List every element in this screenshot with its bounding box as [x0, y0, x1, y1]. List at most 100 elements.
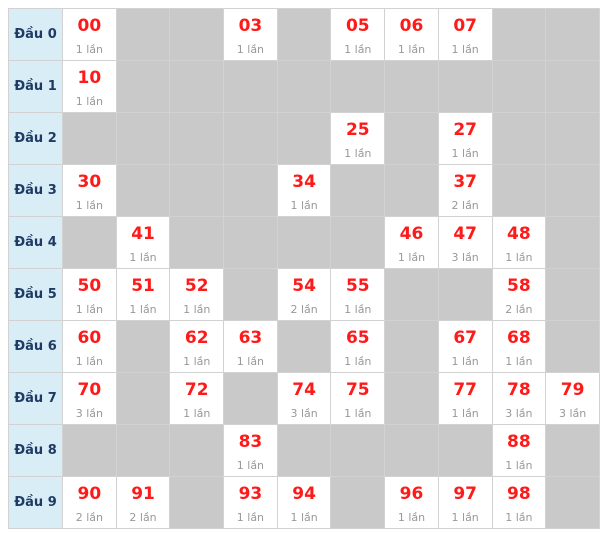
- table-row: Đầu 1 10 1 lần: [8, 60, 600, 113]
- empty-cell: [223, 164, 278, 217]
- number-cell-93: 93 1 lần: [223, 476, 278, 529]
- cell-count: 1 lần: [451, 146, 479, 160]
- empty-cell: [276, 320, 332, 373]
- empty-cell: [115, 8, 171, 61]
- empty-cell: [62, 424, 117, 477]
- cell-number: 77: [453, 379, 477, 400]
- cell-count: 1 lần: [75, 42, 103, 56]
- cell-number: 78: [507, 379, 531, 400]
- cell-number: 46: [399, 223, 424, 244]
- empty-cell: [115, 320, 171, 373]
- empty-cell: [491, 112, 547, 165]
- empty-cell: [276, 8, 332, 61]
- number-cell-83: 83 1 lần: [223, 424, 278, 477]
- row-label-dau-9: Đầu 9: [8, 476, 63, 529]
- number-cell-41: 41 1 lần: [115, 216, 171, 269]
- empty-cell: [115, 112, 171, 165]
- empty-cell: [545, 216, 600, 269]
- cell-count: 1 lần: [397, 510, 426, 524]
- cell-count: 1 lần: [75, 198, 103, 212]
- row-label-dau-3: Đầu 3: [8, 164, 63, 217]
- cell-count: 2 lần: [505, 302, 533, 316]
- table-row: Đầu 3 30 1 lần 34 1 lần 37 2 lần: [8, 164, 600, 217]
- empty-cell: [545, 268, 600, 321]
- empty-cell: [545, 476, 600, 529]
- cell-number: 93: [238, 483, 263, 504]
- cell-number: 96: [399, 483, 424, 504]
- cell-number: 05: [345, 15, 370, 36]
- empty-cell: [545, 164, 600, 217]
- cell-count: 3 lần: [505, 406, 533, 420]
- cell-number: 79: [560, 379, 585, 400]
- cell-number: 37: [453, 171, 477, 192]
- empty-cell: [223, 372, 278, 425]
- cell-count: 3 lần: [451, 250, 479, 264]
- number-cell-90: 90 2 lần: [62, 476, 117, 529]
- cell-number: 91: [131, 483, 155, 504]
- cell-count: 1 lần: [505, 510, 533, 524]
- number-cell-46: 46 1 lần: [384, 216, 439, 269]
- cell-number: 34: [292, 171, 316, 192]
- empty-cell: [384, 372, 439, 425]
- cell-number: 74: [292, 379, 316, 400]
- cell-count: 1 lần: [129, 250, 157, 264]
- number-cell-47: 47 3 lần: [437, 216, 493, 269]
- number-cell-54: 54 2 lần: [276, 268, 332, 321]
- cell-number: 98: [507, 483, 531, 504]
- cell-count: 1 lần: [451, 354, 479, 368]
- empty-cell: [330, 60, 386, 113]
- number-cell-07: 07 1 lần: [437, 8, 493, 61]
- empty-cell: [330, 216, 386, 269]
- number-cell-96: 96 1 lần: [384, 476, 439, 529]
- number-cell-62: 62 1 lần: [169, 320, 225, 373]
- cell-number: 97: [453, 483, 477, 504]
- empty-cell: [169, 112, 225, 165]
- number-cell-05: 05 1 lần: [330, 8, 386, 61]
- number-cell-67: 67 1 lần: [437, 320, 493, 373]
- cell-count: 1 lần: [236, 42, 265, 56]
- empty-cell: [169, 60, 225, 113]
- cell-count: 1 lần: [183, 302, 211, 316]
- number-cell-77: 77 1 lần: [437, 372, 493, 425]
- table-row: Đầu 2 25 1 lần 27 1 lần: [8, 112, 600, 165]
- cell-count: 1 lần: [236, 458, 265, 472]
- empty-cell: [169, 8, 225, 61]
- empty-cell: [384, 60, 439, 113]
- cell-number: 63: [238, 327, 263, 348]
- empty-cell: [62, 112, 117, 165]
- empty-cell: [223, 268, 278, 321]
- number-cell-91: 91 2 lần: [115, 476, 171, 529]
- number-cell-68: 68 1 lần: [491, 320, 547, 373]
- empty-cell: [437, 268, 493, 321]
- cell-number: 10: [77, 67, 102, 88]
- cell-count: 1 lần: [290, 198, 318, 212]
- row-label-dau-5: Đầu 5: [8, 268, 63, 321]
- empty-cell: [276, 216, 332, 269]
- empty-cell: [169, 216, 225, 269]
- empty-cell: [545, 424, 600, 477]
- number-cell-74: 74 3 lần: [276, 372, 332, 425]
- cell-count: 1 lần: [75, 354, 103, 368]
- cell-number: 67: [453, 327, 477, 348]
- empty-cell: [491, 8, 547, 61]
- cell-count: 2 lần: [290, 302, 318, 316]
- cell-count: 1 lần: [236, 354, 265, 368]
- cell-count: 1 lần: [505, 250, 533, 264]
- cell-number: 00: [77, 15, 102, 36]
- cell-number: 62: [184, 327, 209, 348]
- empty-cell: [169, 424, 225, 477]
- number-cell-55: 55 1 lần: [330, 268, 386, 321]
- table-row: Đầu 0 00 1 lần 03 1 lần 05 1 lần 06 1 lần 07 1 lần: [8, 8, 600, 61]
- empty-cell: [115, 60, 171, 113]
- cell-number: 52: [184, 275, 209, 296]
- cell-count: 2 lần: [75, 510, 103, 524]
- number-cell-79: 79 3 lần: [545, 372, 600, 425]
- empty-cell: [223, 60, 278, 113]
- table-row: Đầu 9 90 2 lần 91 2 lần 93 1 lần 94 1 lần 96 1 lần…: [8, 476, 600, 529]
- cell-count: 1 lần: [183, 354, 211, 368]
- number-cell-58: 58 2 lần: [491, 268, 547, 321]
- number-cell-70: 70 3 lần: [62, 372, 117, 425]
- number-cell-88: 88 1 lần: [491, 424, 547, 477]
- number-cell-48: 48 1 lần: [491, 216, 547, 269]
- cell-number: 27: [453, 119, 477, 140]
